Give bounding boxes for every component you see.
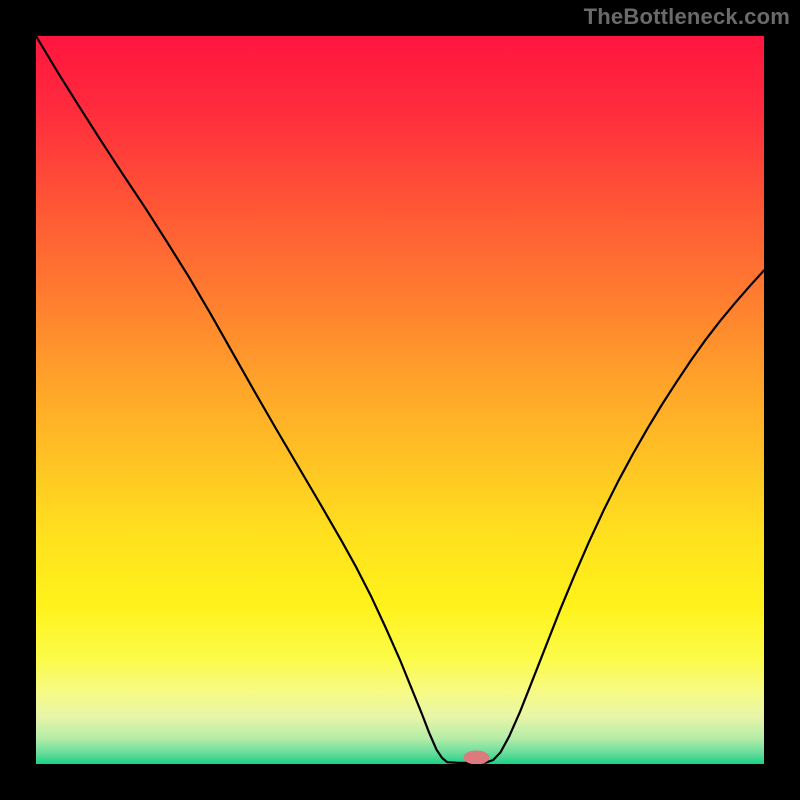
watermark-text: TheBottleneck.com [584,4,790,30]
plot-area [36,36,764,764]
gradient-background [36,36,764,764]
chart-stage: TheBottleneck.com [0,0,800,800]
bottleneck-chart [36,36,764,764]
optimal-marker [463,750,489,764]
